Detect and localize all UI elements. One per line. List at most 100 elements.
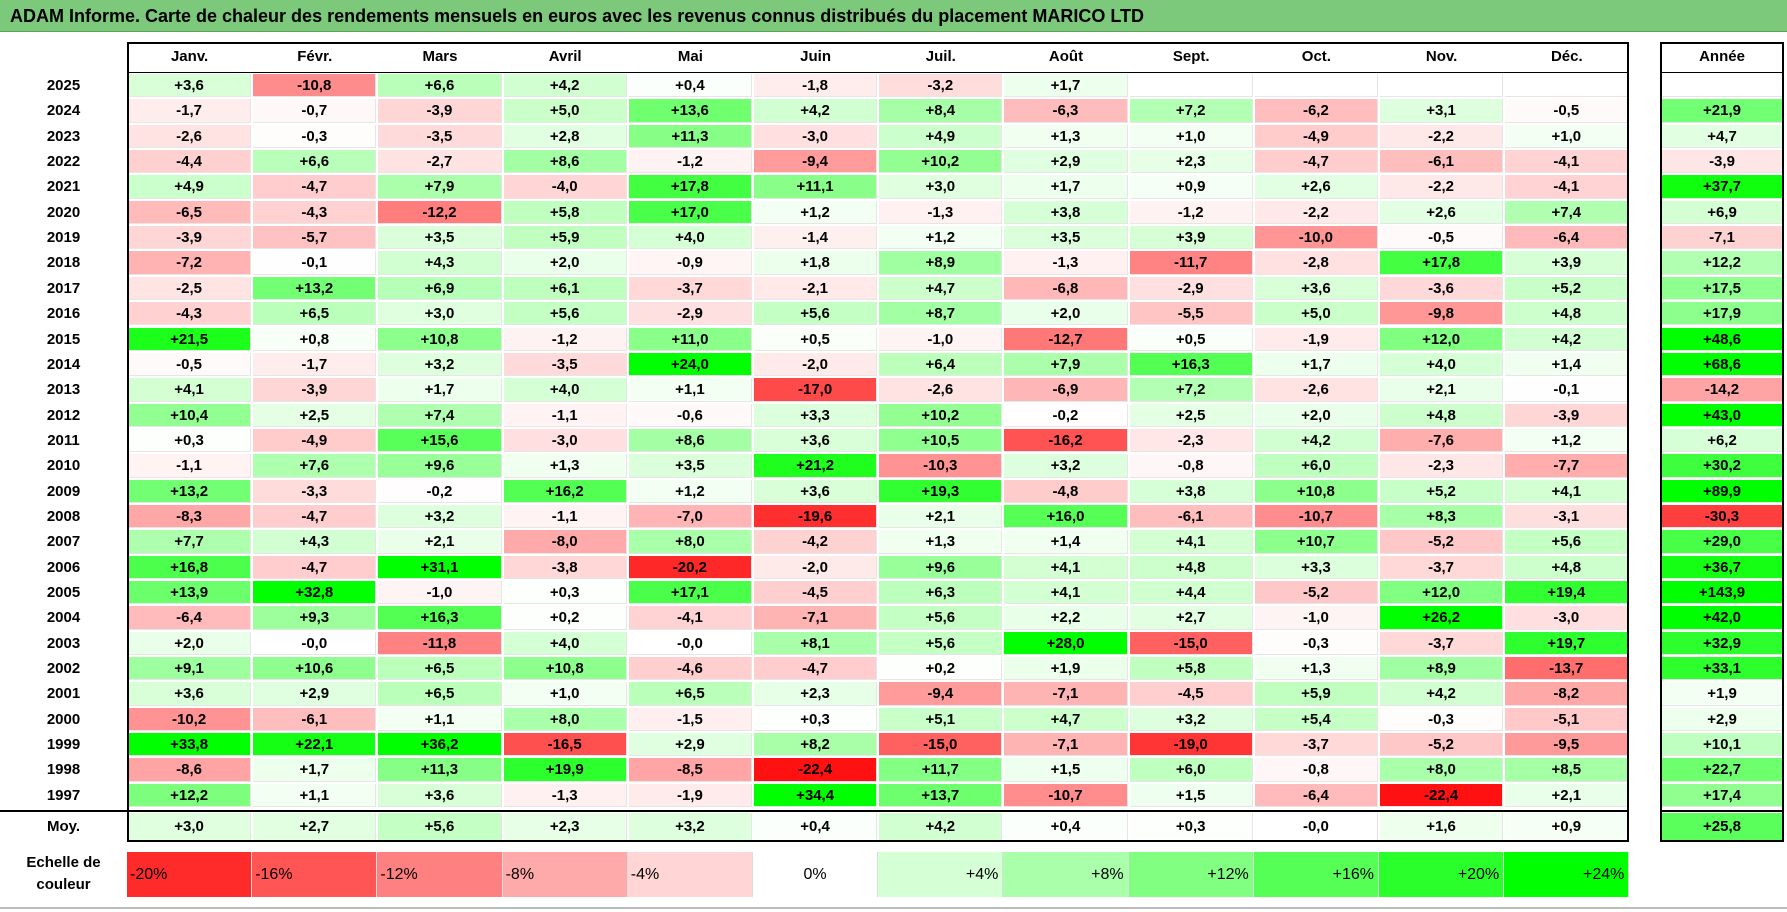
heatmap-cell: +1,0 [503, 682, 627, 706]
annual-cell: +29,0 [1661, 530, 1783, 554]
annual-cell: +33,1 [1661, 657, 1783, 681]
heatmap-cell: -4,9 [1254, 124, 1378, 149]
heatmap-cell: -0,2 [378, 479, 502, 503]
row-year-label: 2009 [46, 482, 81, 500]
heatmap-cell: +8,5 [1505, 758, 1629, 782]
heatmap-cell: +16,8 [128, 555, 252, 579]
row-year-label: 2021 [46, 178, 81, 196]
row-year-label: 2004 [46, 609, 81, 627]
heatmap-cell: +8,6 [628, 428, 752, 453]
heatmap-cell: -3,0 [754, 124, 878, 149]
heatmap-cell: -11,7 [1129, 251, 1253, 275]
heatmap-cell: -2,1 [754, 276, 878, 301]
heatmap-cell: +6,3 [879, 581, 1003, 605]
column-header: Oct. [1301, 48, 1331, 65]
heatmap-cell: +10,2 [879, 150, 1003, 174]
heatmap-cell: -0,6 [628, 403, 752, 427]
heatmap-cell: -2,6 [879, 378, 1003, 402]
heatmap-cell: -0,0 [253, 631, 377, 656]
annual-cell: +143,9 [1661, 581, 1783, 605]
heatmap-cell: +6,6 [378, 74, 502, 98]
heatmap-cell: +36,2 [378, 733, 502, 757]
heatmap-cell: -0,1 [253, 251, 377, 275]
heatmap-cell: -2,0 [754, 352, 878, 377]
heatmap-cell [1505, 74, 1629, 98]
heatmap-cell: +4,2 [503, 74, 627, 98]
heatmap-cell [1129, 74, 1253, 98]
heatmap-cell: -10,7 [1004, 783, 1128, 808]
heatmap-cell: -17,0 [754, 378, 878, 402]
heatmap-cell: -0,7 [253, 99, 377, 123]
heatmap-cell: -13,7 [1505, 657, 1629, 681]
heatmap-cell: +4,1 [128, 378, 252, 402]
heatmap-cell: +3,8 [1129, 479, 1253, 503]
color-scale-swatch: +12% [1128, 852, 1254, 897]
heatmap-cell: +5,6 [754, 302, 878, 326]
heatmap-cell: +2,5 [253, 403, 377, 427]
heatmap-cell: -1,2 [628, 150, 752, 174]
heatmap-cell: -3,7 [1254, 733, 1378, 757]
heatmap-cell: -2,6 [1254, 378, 1378, 402]
heatmap-cell: +1,7 [378, 378, 502, 402]
average-cell: +3,2 [628, 813, 752, 842]
heatmap-cell: -7,1 [1004, 733, 1128, 757]
row-year-label: 1998 [46, 761, 81, 779]
heatmap-cell: -3,9 [128, 226, 252, 250]
heatmap-cell: -6,2 [1254, 99, 1378, 123]
heatmap-cell: +8,0 [503, 707, 627, 732]
heatmap-cell: -1,2 [503, 327, 627, 351]
heatmap-cell: -2,2 [1380, 175, 1504, 199]
heatmap-cell: +15,6 [378, 428, 502, 453]
average-cell: +5,6 [378, 813, 502, 842]
heatmap-cell: +1,7 [253, 758, 377, 782]
heatmap-cell: -4,1 [1505, 150, 1629, 174]
heatmap-cell: -1,7 [253, 352, 377, 377]
heatmap-cell: -16,5 [503, 733, 627, 757]
annual-cell: +22,7 [1661, 758, 1783, 782]
heatmap-cell: +4,3 [378, 251, 502, 275]
heatmap-cell: +9,6 [378, 454, 502, 478]
heatmap-cell: +2,1 [879, 504, 1003, 529]
heatmap-cell: -2,2 [1380, 124, 1504, 149]
heatmap-cell: +13,2 [128, 479, 252, 503]
heatmap-cell: -1,0 [1254, 606, 1378, 630]
annual-cell: -30,3 [1661, 504, 1783, 529]
heatmap-cell: -0,2 [1004, 403, 1128, 427]
heatmap-cell: +6,6 [253, 150, 377, 174]
heatmap-cell: +21,5 [128, 327, 252, 351]
heatmap-cell: -7,2 [128, 251, 252, 275]
heatmap-cell: -1,0 [879, 327, 1003, 351]
heatmap-cell: +2,1 [378, 530, 502, 554]
heatmap-cell: -1,1 [128, 454, 252, 478]
heatmap-cell: -1,1 [503, 403, 627, 427]
heatmap-cell: +1,8 [754, 251, 878, 275]
heatmap-cell: +5,4 [1254, 707, 1378, 732]
heatmap-cell: +2,6 [1380, 200, 1504, 225]
heatmap-cell: -6,1 [253, 707, 377, 732]
heatmap-cell: +19,3 [879, 479, 1003, 503]
average-cell: +0,4 [754, 813, 878, 842]
heatmap-cell: -8,2 [1505, 682, 1629, 706]
heatmap-cell: +5,6 [879, 606, 1003, 630]
heatmap-cell: +1,4 [1505, 352, 1629, 377]
color-scale-swatch: +8% [1003, 852, 1129, 897]
heatmap-cell: +4,2 [1380, 682, 1504, 706]
heatmap-cell: +5,8 [503, 200, 627, 225]
heatmap-cell: +0,5 [1129, 327, 1253, 351]
heatmap-cell: +8,9 [1380, 657, 1504, 681]
heatmap-cell: +6,1 [503, 276, 627, 301]
row-year-label: 2013 [46, 381, 81, 399]
annual-cell: +6,9 [1661, 200, 1783, 225]
heatmap-cell: -6,4 [128, 606, 252, 630]
heatmap-cell: +16,3 [1129, 352, 1253, 377]
heatmap-cell: +3,2 [1004, 454, 1128, 478]
annual-cell: +12,2 [1661, 251, 1783, 275]
heatmap-cell: +2,1 [1380, 378, 1504, 402]
row-year-label: 2017 [46, 279, 81, 297]
heatmap-cell: +3,9 [1505, 251, 1629, 275]
heatmap-cell: -2,6 [128, 124, 252, 149]
heatmap-cell: +1,5 [1129, 783, 1253, 808]
page-title: ADAM Informe. Carte de chaleur des rende… [10, 6, 1144, 26]
heatmap-cell: -4,1 [628, 606, 752, 630]
heatmap-cell: -7,7 [1505, 454, 1629, 478]
